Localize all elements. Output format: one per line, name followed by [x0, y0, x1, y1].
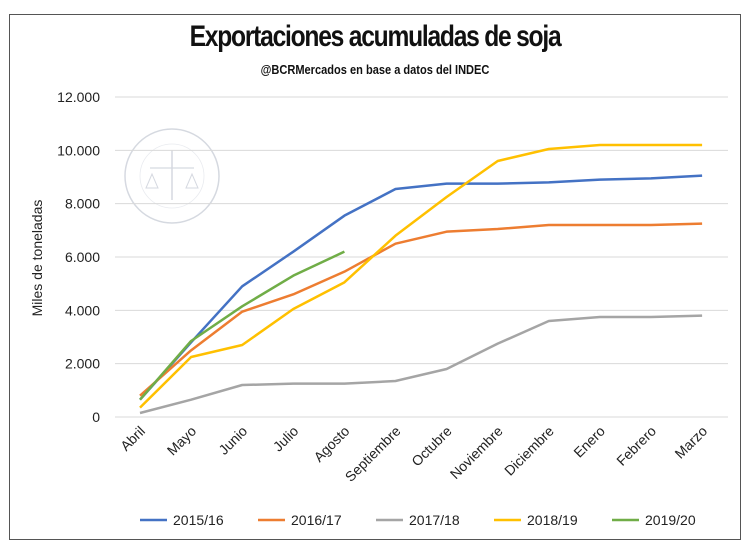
- legend-label: 2016/17: [291, 512, 342, 528]
- series-line-2018/19: [139, 143, 703, 409]
- x-tick-label: Mayo: [164, 423, 200, 459]
- series-line-2019/20: [139, 250, 345, 401]
- x-tick-label: Octubre: [408, 423, 455, 470]
- x-tick-label: Abril: [117, 423, 148, 454]
- legend-label: 2017/18: [409, 512, 460, 528]
- legend-label: 2015/16: [173, 512, 224, 528]
- series-line-2015/16: [139, 174, 703, 401]
- x-tick-label: Julio: [270, 423, 302, 455]
- chart-subtitle: @BCRMercados en base a datos del INDEC: [260, 62, 490, 77]
- y-tick-label: 6.000: [65, 249, 100, 265]
- x-tick-label: Diciembre: [501, 423, 557, 479]
- y-tick-label: 8.000: [65, 196, 100, 212]
- series-line-2017/18: [139, 314, 703, 415]
- x-tick-label: Agosto: [310, 423, 352, 465]
- y-axis-label: Miles de toneladas: [29, 200, 45, 317]
- y-tick-label: 4.000: [65, 302, 100, 318]
- x-tick-label: Marzo: [671, 423, 710, 462]
- chart-title: Exportaciones acumuladas de soja: [189, 20, 562, 53]
- watermark-seal-logo: [124, 128, 220, 224]
- x-tick-label: Febrero: [613, 423, 659, 469]
- x-tick-label: Enero: [570, 423, 608, 461]
- y-tick-label: 2.000: [65, 356, 100, 372]
- y-tick-label: 10.000: [57, 142, 100, 158]
- x-tick-label: Noviembre: [447, 423, 506, 482]
- x-tick-label: Septiembre: [342, 423, 404, 485]
- y-tick-label: 12.000: [57, 89, 100, 105]
- legend-label: 2019/20: [645, 512, 696, 528]
- y-tick-label: 0: [92, 409, 100, 425]
- legend-label: 2018/19: [527, 512, 578, 528]
- chart-frame: [9, 14, 741, 540]
- series-line-2016/17: [139, 222, 703, 397]
- x-tick-label: Junio: [215, 423, 250, 458]
